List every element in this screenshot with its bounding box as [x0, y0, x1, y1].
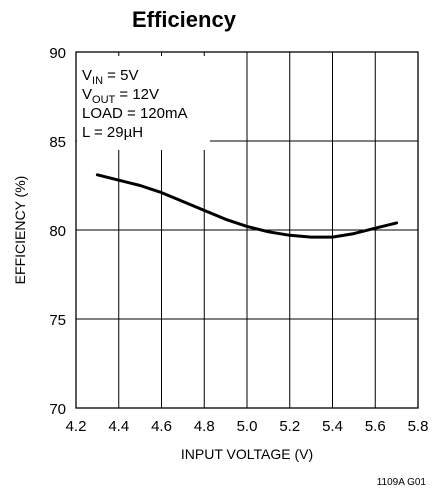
y-tick-label: 70	[49, 401, 66, 418]
x-tick-label: 4.6	[151, 418, 172, 435]
chart-title: Efficiency	[132, 7, 237, 32]
plot-frame	[75, 51, 419, 409]
x-tick-label: 5.0	[237, 418, 258, 435]
annotation-line: VIN = 5V	[82, 67, 138, 87]
efficiency-series	[95, 173, 399, 239]
x-tick-label: 4.8	[194, 418, 215, 435]
x-tick-labels: 4.2 4.4 4.6 4.8 5.0 5.2 5.4 5.6 5.8	[66, 418, 429, 435]
y-tick-label: 90	[49, 45, 66, 62]
x-tick-label: 4.2	[66, 418, 87, 435]
x-tick-label: 5.2	[279, 418, 300, 435]
annotation-line: L = 29µH	[82, 124, 143, 141]
y-tick-label: 75	[49, 312, 66, 329]
y-tick-label: 80	[49, 223, 66, 240]
y-tick-labels: 70 75 80 85 90	[49, 45, 66, 418]
x-tick-label: 5.4	[322, 418, 343, 435]
y-axis-label: EFFICIENCY (%)	[12, 176, 28, 285]
x-tick-label: 4.4	[108, 418, 129, 435]
series-line	[95, 173, 399, 239]
figure-code: 1109A G01	[377, 477, 427, 488]
annotation-background	[77, 56, 210, 150]
x-tick-label: 5.6	[365, 418, 386, 435]
annotation-line: VOUT = 12V	[82, 86, 159, 106]
annotation-line: LOAD = 120mA	[82, 105, 187, 122]
x-axis-label: INPUT VOLTAGE (V)	[181, 446, 313, 462]
x-tick-label: 5.8	[408, 418, 429, 435]
y-tick-label: 85	[49, 134, 66, 151]
